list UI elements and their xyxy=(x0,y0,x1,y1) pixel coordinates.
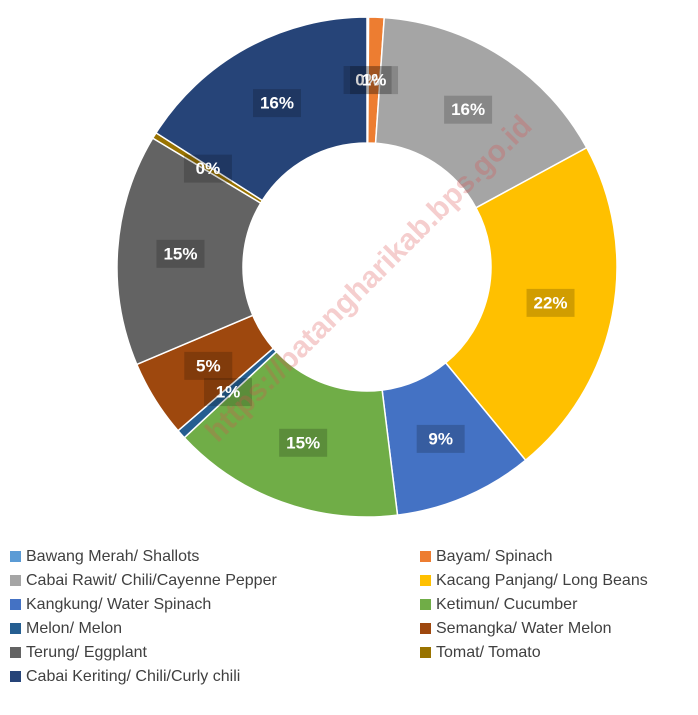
value-label-text: 15% xyxy=(286,433,320,452)
legend-swatch xyxy=(10,575,21,586)
value-label-text: 9% xyxy=(428,429,453,448)
legend-label: Semangka/ Water Melon xyxy=(436,620,611,637)
value-label-box xyxy=(156,239,205,268)
legend-label: Tomat/ Tomato xyxy=(436,644,541,661)
slice xyxy=(183,350,399,518)
legend-label: Kangkung/ Water Spinach xyxy=(26,596,211,613)
legend-swatch xyxy=(10,623,21,634)
value-label: 16% xyxy=(444,95,493,124)
value-label-box xyxy=(279,428,328,457)
value-label-box xyxy=(252,89,301,118)
value-label-box xyxy=(444,95,493,124)
slice xyxy=(155,16,368,202)
value-label-text: 22% xyxy=(534,293,568,312)
legend-swatch xyxy=(10,551,21,562)
value-label-box xyxy=(343,66,392,95)
legend-label: Ketimun/ Cucumber xyxy=(436,596,578,613)
legend-label: Terung/ Eggplant xyxy=(26,644,148,661)
slice xyxy=(374,16,588,209)
value-label-text: 1% xyxy=(216,383,241,402)
value-label: 15% xyxy=(279,428,328,457)
legend-label: Kacang Panjang/ Long Beans xyxy=(436,572,648,589)
slice xyxy=(444,146,618,462)
value-label: 1% xyxy=(204,378,253,407)
value-label: 16% xyxy=(252,89,301,118)
slice xyxy=(116,137,262,366)
legend-label: Bawang Merah/ Shallots xyxy=(26,548,199,565)
legend-swatch xyxy=(420,647,431,658)
value-label-text: 15% xyxy=(163,244,197,263)
value-label: 15% xyxy=(156,239,205,268)
value-label-box xyxy=(184,351,233,380)
legend-swatch xyxy=(10,599,21,610)
legend-swatch xyxy=(10,671,21,682)
value-label-text: 5% xyxy=(196,356,221,375)
legend-label: Cabai Rawit/ Chili/Cayenne Pepper xyxy=(26,572,277,589)
legend-swatch xyxy=(420,551,431,562)
value-label-text: 0% xyxy=(355,70,380,89)
value-label-box xyxy=(350,66,399,95)
value-label: 5% xyxy=(184,351,233,380)
value-label-text: 0% xyxy=(196,159,221,178)
legend-label: Bayam/ Spinach xyxy=(436,548,553,565)
value-label: 22% xyxy=(526,288,575,317)
value-label-box xyxy=(183,154,232,183)
value-label: 0% xyxy=(343,66,392,95)
legend-swatch xyxy=(420,599,431,610)
legend-swatch xyxy=(420,623,431,634)
legend-swatch xyxy=(10,647,21,658)
legend-swatch xyxy=(420,575,431,586)
value-label: 0% xyxy=(183,154,232,183)
value-label-box xyxy=(416,424,465,453)
value-label-text: 16% xyxy=(451,100,485,119)
value-label: 1% xyxy=(350,66,399,95)
value-label-box xyxy=(526,288,575,317)
value-label-box xyxy=(204,378,253,407)
value-label-text: 1% xyxy=(362,71,387,90)
value-label-text: 16% xyxy=(260,94,294,113)
legend-label: Melon/ Melon xyxy=(26,620,122,637)
value-label: 9% xyxy=(416,424,465,453)
legend-label: Cabai Keriting/ Chili/Curly chili xyxy=(26,668,240,685)
